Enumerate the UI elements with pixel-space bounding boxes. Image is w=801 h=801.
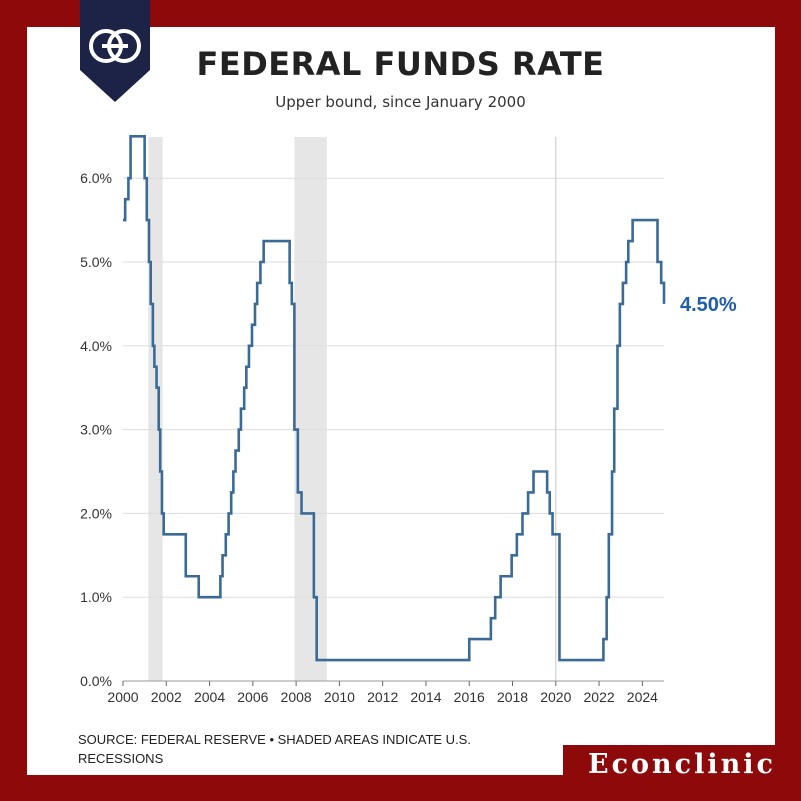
brand-name: Econclinic [588, 749, 776, 780]
x-tick-label: 2006 [237, 689, 268, 705]
y-tick-label: 2.0% [80, 505, 112, 521]
x-tick-label: 2002 [151, 689, 182, 705]
recession-band-1 [148, 137, 163, 681]
x-tick-label: 2020 [540, 689, 571, 705]
y-tick-label: 6.0% [80, 170, 112, 186]
y-tick-label: 1.0% [80, 589, 112, 605]
x-tick-label: 2016 [454, 689, 485, 705]
x-tick-label: 2010 [324, 689, 355, 705]
x-tick-label: 2018 [497, 689, 528, 705]
x-tick-label: 2012 [367, 689, 398, 705]
y-tick-label: 0.0% [80, 673, 112, 689]
y-tick-label: 4.0% [80, 338, 112, 354]
econclinic-logo [80, 0, 150, 102]
x-tick-label: 2024 [627, 689, 658, 705]
x-tick-label: 2000 [107, 689, 138, 705]
end-value-label: 4.50% [680, 294, 737, 316]
chart-title: FEDERAL FUNDS RATE [196, 45, 605, 83]
chart-subtitle: Upper bound, since January 2000 [275, 93, 526, 111]
y-tick-label: 3.0% [80, 422, 112, 438]
y-tick-label: 5.0% [80, 254, 112, 270]
x-tick-label: 2004 [194, 689, 225, 705]
recession-band-2 [294, 137, 327, 681]
brand-banner [563, 745, 801, 801]
x-tick-label: 2014 [410, 689, 441, 705]
source-note: SOURCE: FEDERAL RESERVE • SHADED AREAS I… [78, 732, 471, 766]
x-tick-label: 2008 [281, 689, 312, 705]
rate-series-line [123, 135, 666, 662]
x-tick-label: 2022 [584, 689, 615, 705]
